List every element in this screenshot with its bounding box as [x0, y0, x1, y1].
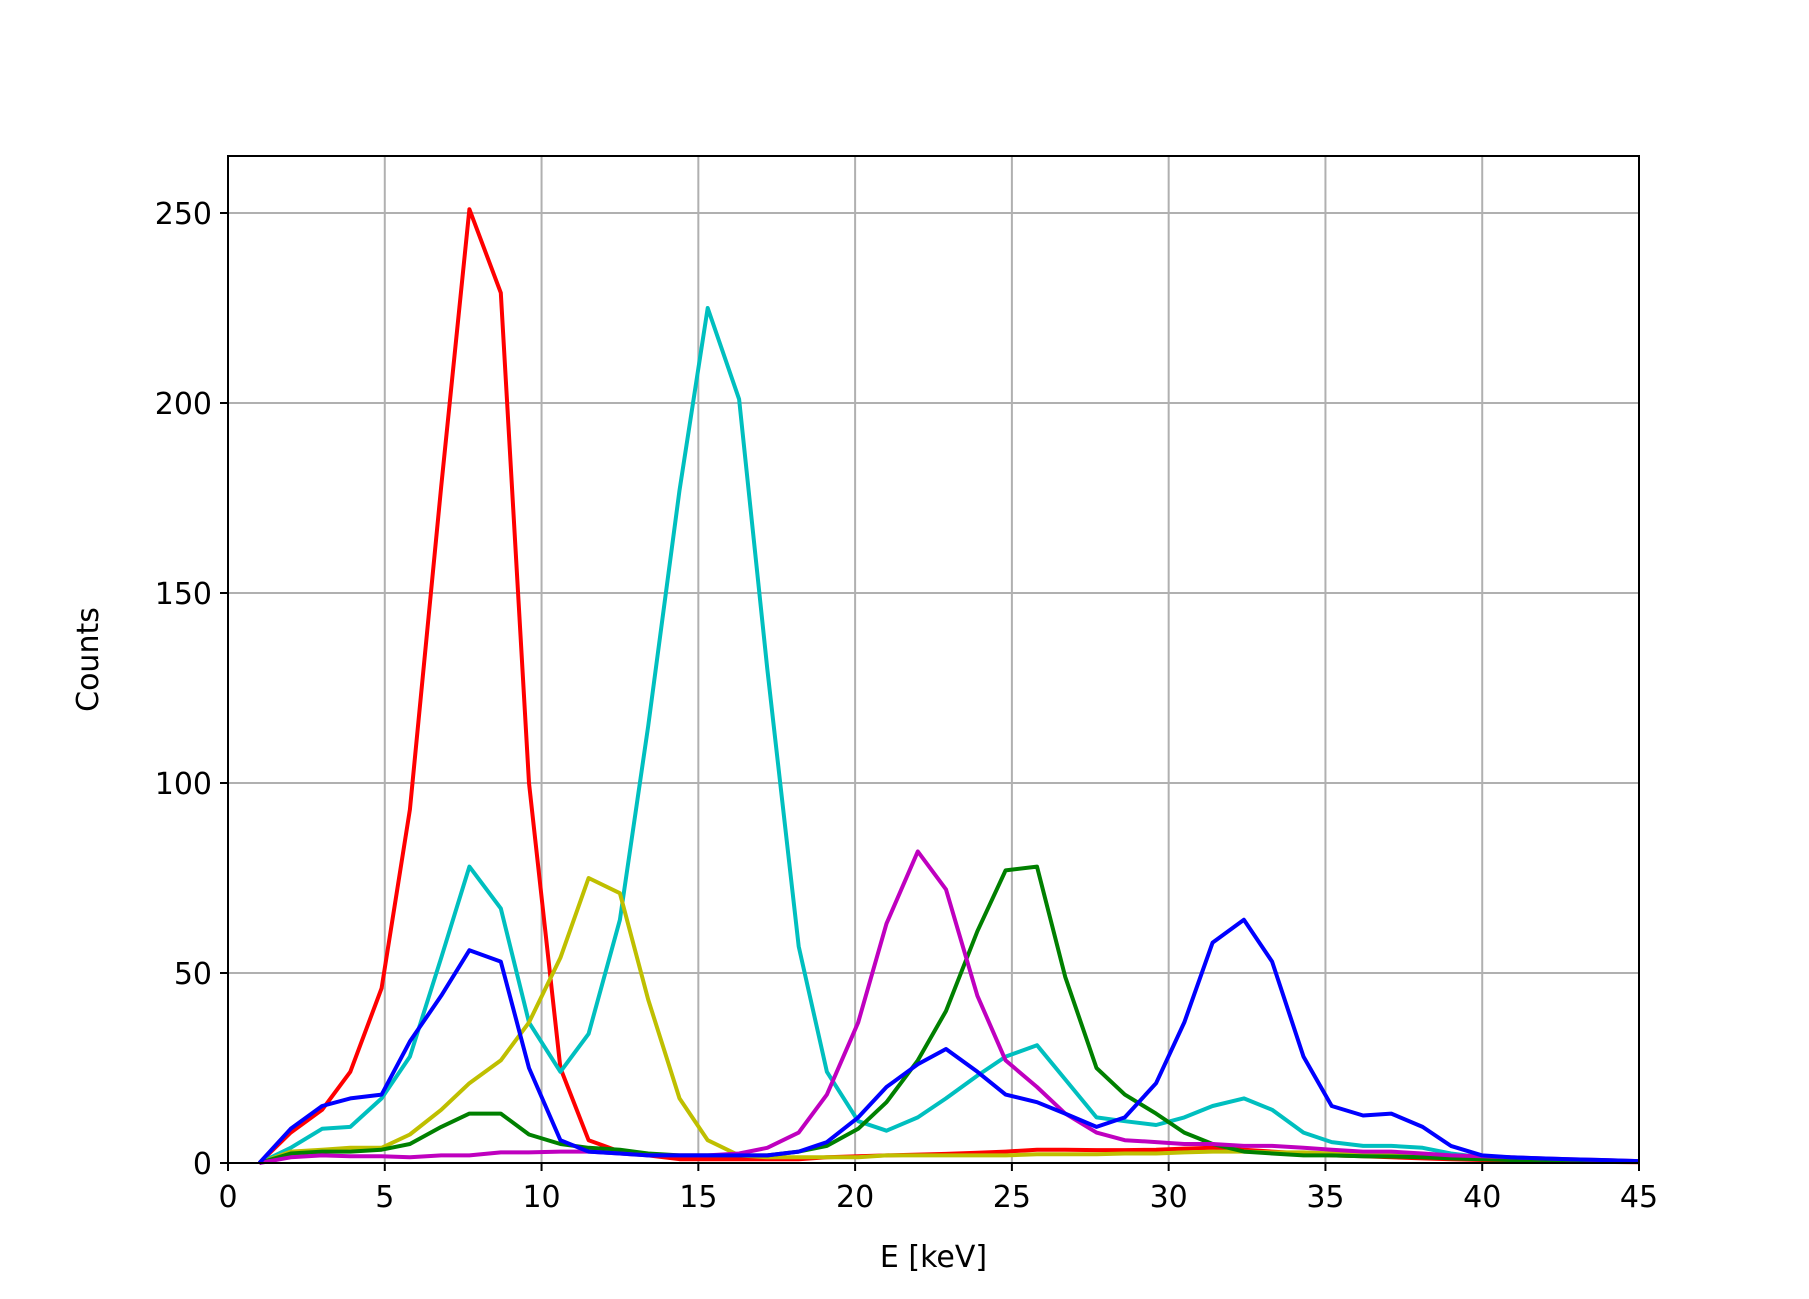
x-tick-label: 20 [836, 1180, 874, 1215]
y-tick-label: 150 [155, 577, 212, 612]
y-tick-label: 100 [155, 767, 212, 802]
plot-frame [227, 155, 1640, 1164]
series-line-3 [258, 876, 1640, 1165]
x-axis-label: E [keV] [880, 1240, 987, 1275]
y-tick-label: 250 [155, 197, 212, 232]
x-tick-label: 40 [1463, 1180, 1501, 1215]
y-tick-label: 50 [174, 957, 212, 992]
series-line-4 [258, 864, 1640, 1165]
series-line-5 [259, 849, 1640, 1165]
y-tick-label: 200 [155, 387, 212, 422]
series-group [257, 207, 1640, 1165]
x-tick-label: 35 [1306, 1180, 1344, 1215]
y-axis-label: Counts [71, 607, 106, 712]
x-tick-label: 5 [375, 1180, 394, 1215]
x-tick-label: 30 [1150, 1180, 1188, 1215]
x-tick-label: 45 [1620, 1180, 1658, 1215]
y-tick-label: 0 [193, 1147, 212, 1182]
x-tick-label: 25 [993, 1180, 1031, 1215]
x-tick-label: 10 [522, 1180, 560, 1215]
series-line-2 [258, 306, 1640, 1165]
ticks: 0 5 10 15 20 25 30 35 40 45 0 50 100 150 200 250 [155, 197, 1658, 1215]
x-tick-label: 0 [218, 1180, 237, 1215]
x-tick-label: 15 [679, 1180, 717, 1215]
series-line-6 [257, 917, 1640, 1165]
